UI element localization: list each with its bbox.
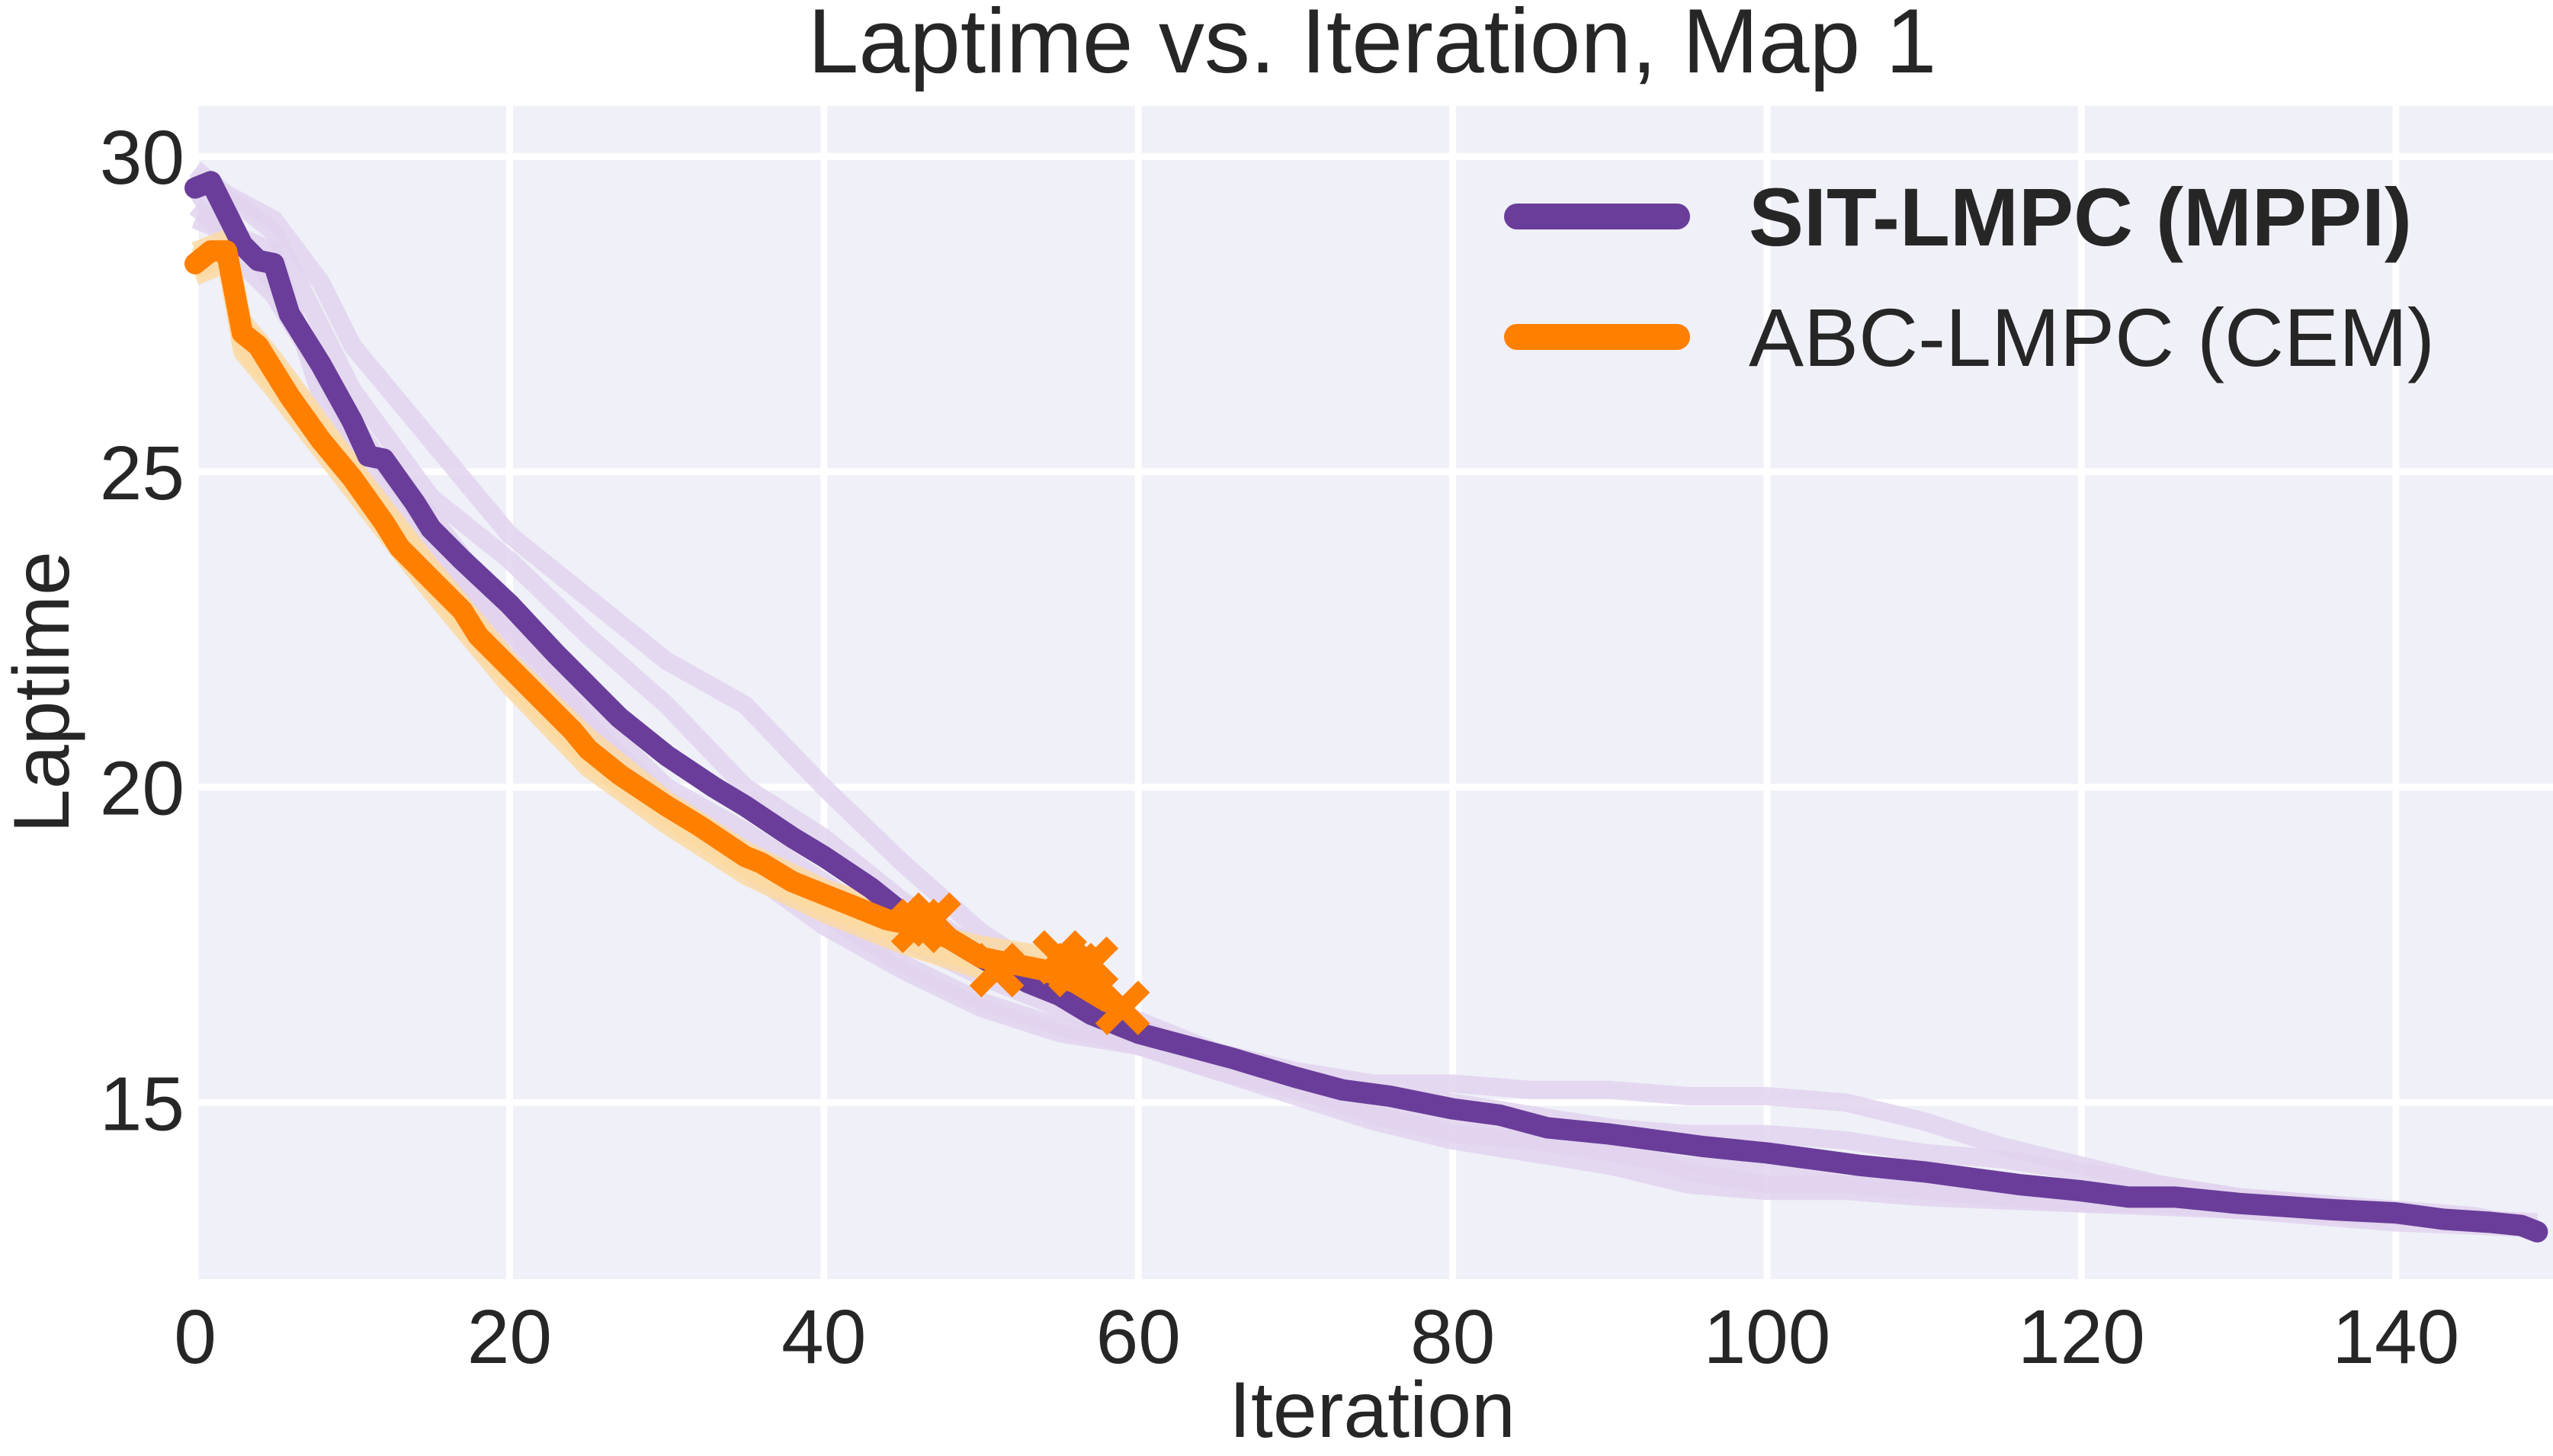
failure-marker-x bbox=[969, 942, 1025, 998]
y-axis-label: Laptime bbox=[0, 551, 86, 833]
x-tick-label: 120 bbox=[2018, 1294, 2145, 1380]
y-tick-label: 25 bbox=[100, 431, 184, 516]
chart-title: Laptime vs. Iteration, Map 1 bbox=[808, 0, 1937, 92]
x-tick-label: 140 bbox=[2332, 1294, 2459, 1380]
x-tick-label: 40 bbox=[781, 1294, 866, 1380]
y-tick-label: 30 bbox=[100, 115, 184, 200]
y-tick-label: 20 bbox=[100, 746, 184, 832]
legend: SIT-LMPC (MPPI) ABC-LMPC (CEM) bbox=[1504, 171, 2435, 383]
legend-label-sit-lmpc: SIT-LMPC (MPPI) bbox=[1749, 171, 2412, 263]
legend-label-abc-lmpc: ABC-LMPC (CEM) bbox=[1749, 291, 2435, 383]
x-tick-label: 80 bbox=[1410, 1294, 1495, 1380]
tick-labels: 0 20 40 60 80 100 120 140 15 20 25 30 bbox=[100, 115, 2459, 1380]
y-tick-label: 15 bbox=[100, 1061, 184, 1147]
failure-markers bbox=[890, 892, 1150, 1035]
x-tick-label: 20 bbox=[467, 1294, 552, 1380]
failure-marker-x bbox=[1063, 936, 1119, 992]
x-axis-label: Iteration bbox=[1229, 1366, 1515, 1454]
x-tick-label: 0 bbox=[174, 1294, 216, 1380]
failure-marker-x bbox=[1095, 980, 1150, 1035]
x-tick-label: 100 bbox=[1704, 1294, 1831, 1380]
grid bbox=[191, 106, 2553, 1279]
x-tick-label: 60 bbox=[1096, 1294, 1181, 1380]
failure-marker-x bbox=[906, 892, 961, 948]
